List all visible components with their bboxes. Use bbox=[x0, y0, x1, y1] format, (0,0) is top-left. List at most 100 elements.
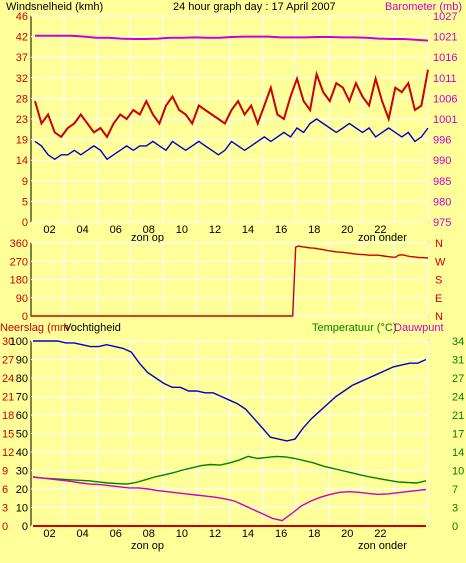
y-tick-temp: 24 bbox=[452, 392, 464, 404]
y-tick-left: 19 bbox=[16, 135, 28, 147]
y-tick-left: 0 bbox=[22, 217, 28, 229]
humidity-series bbox=[33, 340, 427, 442]
x-tick-label: 06 bbox=[110, 224, 122, 236]
y-tick-humidity: 40 bbox=[16, 447, 28, 459]
x-tick-label: 18 bbox=[308, 224, 320, 236]
x-tick-label: 22 bbox=[374, 224, 386, 236]
y-tick-rain: 3 bbox=[2, 503, 8, 515]
y-tick-right: 1027 bbox=[433, 11, 457, 23]
y-tick-rain: 12 bbox=[2, 447, 14, 459]
y-tick-left: 46 bbox=[16, 11, 28, 23]
y-tick-rain: 21 bbox=[2, 392, 14, 404]
y-tick-humidity: 60 bbox=[16, 410, 28, 422]
y-tick-temp: 17 bbox=[452, 429, 464, 441]
y-tick-rain: 18 bbox=[2, 410, 14, 422]
y-tick-humidity: 10 bbox=[16, 503, 28, 515]
y-tick-right: 980 bbox=[433, 196, 451, 208]
y-tick-right: 1021 bbox=[433, 32, 457, 44]
y-tick-rain: 27 bbox=[2, 355, 14, 367]
y-tick-right: 996 bbox=[433, 135, 451, 147]
y-tick-humidity: 100 bbox=[10, 336, 28, 348]
y-tick-rain: 0 bbox=[2, 521, 8, 533]
y-tick-temp: 14 bbox=[452, 447, 464, 459]
y-tick-right: 990 bbox=[433, 155, 451, 167]
y-tick-left: 0 bbox=[22, 311, 28, 323]
x-tick-label: 12 bbox=[209, 224, 221, 236]
x-tick-label: 02 bbox=[43, 224, 55, 236]
y-tick-right: 1016 bbox=[433, 52, 457, 64]
y-tick-left: 37 bbox=[16, 52, 28, 64]
y-tick-humidity: 90 bbox=[16, 355, 28, 367]
x-tick-label: 06 bbox=[110, 528, 122, 540]
direction-series bbox=[31, 245, 429, 317]
y-tick-left: 42 bbox=[16, 32, 28, 44]
y-tick-left: 360 bbox=[10, 238, 28, 250]
barometer-series bbox=[35, 34, 429, 42]
y-tick-humidity: 70 bbox=[16, 392, 28, 404]
wind-axis-title: Windsnelheid (kmh) bbox=[6, 1, 103, 13]
x-tick-label: 04 bbox=[77, 528, 89, 540]
humidity-axis-title: Vochtigheid bbox=[64, 322, 121, 334]
x-tick-label: 18 bbox=[308, 528, 320, 540]
y-tick-temp: 21 bbox=[452, 410, 464, 422]
x-tick-label: 08 bbox=[143, 224, 155, 236]
y-tick-temp: 31 bbox=[452, 355, 464, 367]
x-tick-label: 16 bbox=[275, 528, 287, 540]
x-tick-label: 10 bbox=[176, 224, 188, 236]
compass-label: E bbox=[435, 293, 442, 305]
x-tick-label: 20 bbox=[341, 224, 353, 236]
y-tick-rain: 30 bbox=[2, 336, 14, 348]
compass-label: N bbox=[435, 311, 443, 323]
temperature-series bbox=[32, 455, 427, 485]
y-tick-right: 1011 bbox=[433, 73, 457, 85]
y-tick-rain: 15 bbox=[2, 429, 14, 441]
compass-label: S bbox=[435, 275, 442, 287]
y-tick-right: 985 bbox=[433, 176, 451, 188]
y-tick-left: 270 bbox=[10, 256, 28, 268]
x-tick-label: 14 bbox=[242, 224, 254, 236]
page-title: 24 hour graph day : 17 April 2007 bbox=[173, 1, 336, 13]
y-tick-humidity: 50 bbox=[16, 429, 28, 441]
temperature-axis-title: Temperatuur (°C) bbox=[312, 322, 396, 334]
y-tick-temp: 27 bbox=[452, 373, 464, 385]
y-tick-humidity: 0 bbox=[22, 521, 28, 533]
wind-series bbox=[34, 69, 429, 139]
y-tick-left: 90 bbox=[16, 293, 28, 305]
y-tick-left: 9 bbox=[22, 176, 28, 188]
y-tick-rain: 24 bbox=[2, 373, 14, 385]
y-tick-right: 1001 bbox=[433, 114, 457, 126]
y-tick-left: 32 bbox=[16, 73, 28, 85]
y-tick-right: 975 bbox=[433, 217, 451, 229]
y-tick-humidity: 80 bbox=[16, 373, 28, 385]
x-tick-label: 08 bbox=[143, 528, 155, 540]
x-tick-label: 20 bbox=[341, 528, 353, 540]
y-tick-left: 28 bbox=[16, 93, 28, 105]
sunset-label-bottom: zon onder bbox=[358, 540, 407, 552]
sunrise-label-bottom: zon op bbox=[131, 540, 164, 552]
y-tick-rain: 6 bbox=[2, 484, 8, 496]
dewpoint-axis-title: Dauwpunt bbox=[394, 322, 444, 334]
rain-axis-title: Neerslag (mm bbox=[0, 322, 69, 334]
wind-avg-series bbox=[34, 118, 429, 161]
y-tick-temp: 34 bbox=[452, 336, 464, 348]
y-tick-humidity: 20 bbox=[16, 484, 28, 496]
x-tick-label: 14 bbox=[242, 528, 254, 540]
compass-label: N bbox=[435, 238, 443, 250]
y-tick-temp: 7 bbox=[452, 484, 458, 496]
sunrise-label-top: zon op bbox=[131, 232, 164, 244]
x-tick-label: 10 bbox=[176, 528, 188, 540]
x-tick-label: 12 bbox=[209, 528, 221, 540]
barometer-axis-title: Barometer (mb) bbox=[385, 1, 462, 13]
y-tick-rain: 9 bbox=[2, 466, 8, 478]
y-tick-humidity: 30 bbox=[16, 466, 28, 478]
x-tick-label: 02 bbox=[43, 528, 55, 540]
x-tick-label: 22 bbox=[374, 528, 386, 540]
y-tick-left: 23 bbox=[16, 114, 28, 126]
y-tick-left: 180 bbox=[10, 275, 28, 287]
y-tick-right: 1006 bbox=[433, 93, 457, 105]
y-tick-temp: 10 bbox=[452, 466, 464, 478]
dewpoint-series bbox=[32, 476, 427, 522]
x-tick-label: 04 bbox=[77, 224, 89, 236]
